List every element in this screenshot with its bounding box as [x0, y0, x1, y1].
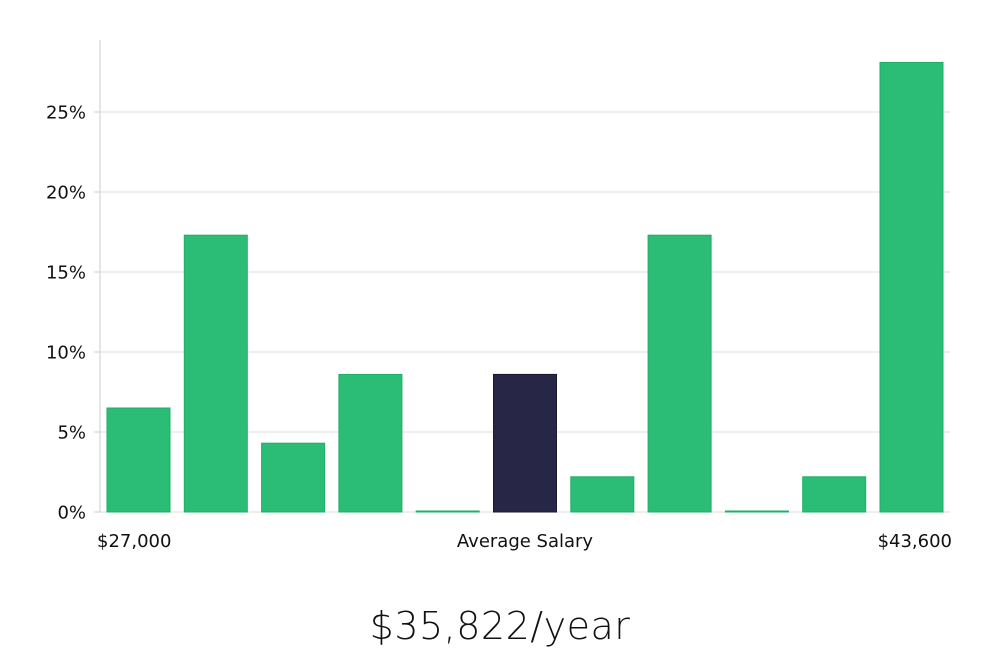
y-tick-label: 15% — [46, 263, 86, 284]
average-salary-headline: $35,822/year — [369, 604, 631, 648]
bar — [879, 61, 944, 513]
y-tick-label: 0% — [57, 503, 86, 524]
salary-histogram: 0%5%10%15%20%25% $27,000 Average Salary … — [46, 40, 952, 552]
bar — [570, 476, 635, 513]
y-tick-label: 10% — [46, 343, 86, 364]
bar — [724, 510, 789, 513]
y-tick-label: 20% — [46, 183, 86, 204]
bar — [647, 234, 712, 513]
bar — [106, 407, 171, 513]
bar — [415, 510, 480, 513]
bar — [183, 234, 248, 513]
x-label-min: $27,000 — [97, 531, 171, 552]
y-axis-ticks: 0% 5% 10% 15% 20% 25% — [46, 103, 100, 524]
x-label-max: $43,600 — [878, 531, 952, 552]
bar-average-salary — [493, 373, 557, 513]
y-tick-label: 5% — [57, 423, 86, 444]
bar — [338, 373, 403, 513]
bar — [261, 442, 326, 513]
bars — [106, 61, 944, 513]
x-label-average: Average Salary — [457, 531, 594, 552]
y-tick-label: 25% — [46, 103, 86, 124]
bar — [802, 476, 867, 513]
